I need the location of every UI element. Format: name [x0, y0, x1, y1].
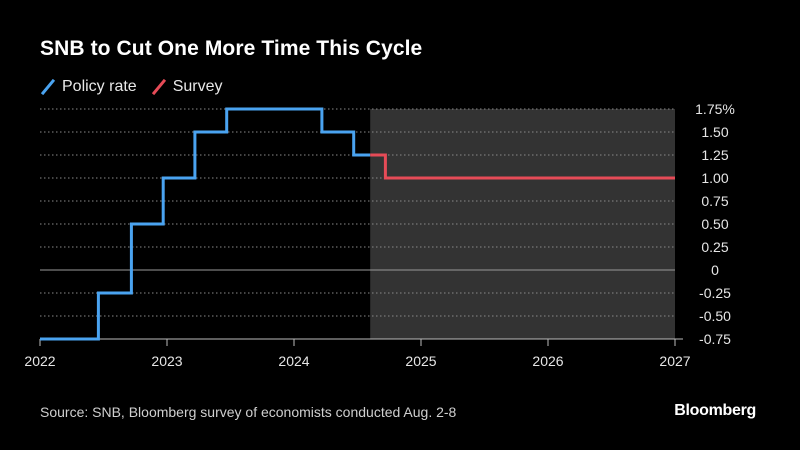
source-note: Source: SNB, Bloomberg survey of economi…	[40, 404, 457, 420]
bloomberg-logo: Bloomberg	[674, 402, 756, 419]
y-tick-label: 0.75	[701, 193, 728, 209]
legend-label-policy-rate: Policy rate	[62, 78, 137, 95]
policy-rate-line	[40, 107, 371, 341]
policy-rate-swatch-icon	[40, 79, 56, 95]
survey-swatch-icon	[151, 79, 167, 95]
y-tick-label: 1.00	[701, 170, 728, 186]
x-tick-label: 2027	[659, 353, 690, 369]
y-tick-label: -0.75	[699, 331, 731, 347]
y-tick-label: -0.25	[699, 285, 731, 301]
x-tick-label: 2022	[24, 353, 55, 369]
y-tick-label: 0.50	[701, 216, 728, 232]
y-tick-label: 1.50	[701, 124, 728, 140]
legend-item-survey: Survey	[151, 78, 223, 96]
y-tick-label: -0.50	[699, 308, 731, 324]
legend-label-survey: Survey	[172, 78, 223, 95]
y-tick-label: 0.25	[701, 239, 728, 255]
survey-line	[370, 153, 675, 180]
chart-title: SNB to Cut One More Time This Cycle	[40, 37, 423, 60]
legend: Policy rate Survey	[40, 78, 237, 96]
legend-item-policy-rate: Policy rate	[40, 78, 137, 96]
x-tick-label: 2025	[405, 353, 436, 369]
y-tick-label: 1.25	[701, 147, 728, 163]
x-tick-label: 2024	[278, 353, 309, 369]
x-tick-label: 2023	[151, 353, 182, 369]
y-tick-label: 0	[711, 262, 719, 278]
x-tick-label: 2026	[532, 353, 563, 369]
y-tick-label: 1.75%	[695, 101, 735, 117]
